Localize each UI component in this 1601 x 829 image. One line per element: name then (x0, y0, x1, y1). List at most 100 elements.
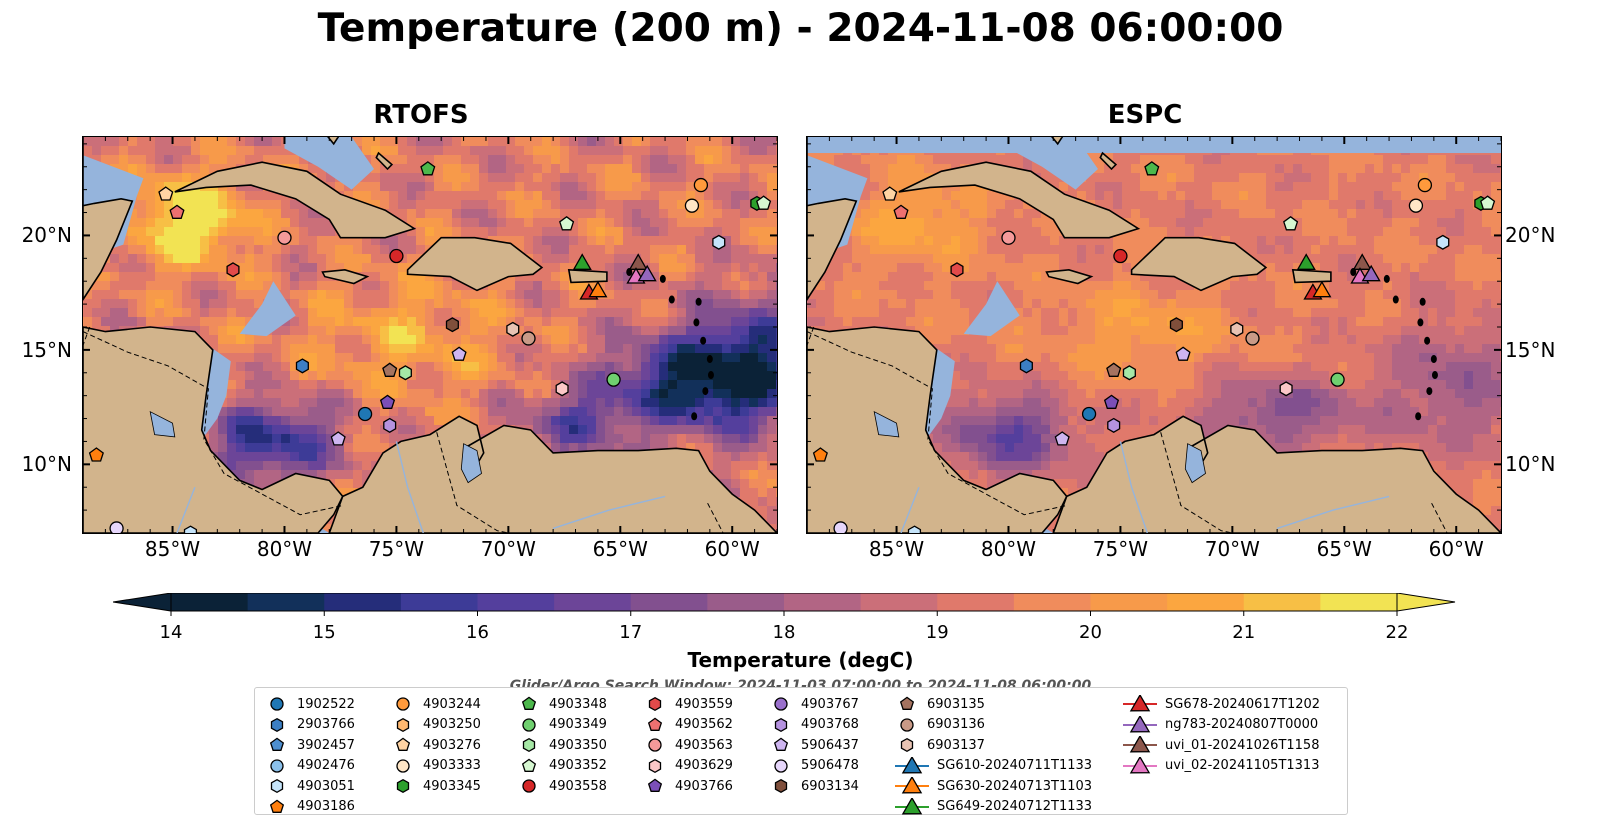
lon-tick-label: 65°W (592, 537, 648, 561)
platform-marker-6903137[interactable] (506, 321, 520, 337)
colorbar-tick-label: 17 (619, 622, 643, 643)
platform-marker-4903558[interactable] (389, 248, 404, 264)
legend-label: uvi_01-20241026T1158 (1165, 737, 1320, 753)
legend-marker-icon (647, 717, 663, 731)
island (659, 274, 666, 283)
colorbar-tick-label: 18 (772, 622, 796, 643)
legend-item: 6903135 (895, 694, 985, 714)
platform-marker-4903350[interactable] (1122, 365, 1136, 381)
lon-tick-label: 85°W (868, 537, 925, 561)
platform-marker-4903352[interactable] (1480, 195, 1496, 210)
legend-label: 4902476 (297, 758, 355, 773)
legend-label: 1902522 (297, 696, 355, 712)
platform-marker-4903276[interactable] (882, 186, 898, 201)
lake (1184, 443, 1206, 484)
platform-marker-SG630-20240713T1103[interactable] (1312, 280, 1332, 298)
platform-marker-4903186[interactable] (88, 447, 104, 462)
platform-marker-5906478[interactable] (833, 521, 848, 533)
platform-marker-4903352[interactable] (1283, 215, 1299, 231)
legend-marker-icon (899, 696, 915, 710)
legend-label: SG630-20240713T1103 (937, 778, 1093, 794)
platform-marker-ng783-20240807T0000[interactable] (637, 264, 657, 282)
espc-map[interactable] (806, 136, 1502, 534)
platform-marker-4903244[interactable] (1417, 177, 1433, 193)
platform-marker-4903766[interactable] (379, 394, 396, 409)
land-central (83, 137, 134, 301)
platform-marker-4903563[interactable] (277, 230, 292, 245)
platform-marker-5906437[interactable] (330, 431, 346, 446)
platform-marker-4903349[interactable] (1330, 372, 1345, 387)
platform-marker-uvi_01-20241026T1158[interactable] (1352, 253, 1372, 270)
platform-marker-1902522[interactable] (1081, 406, 1097, 422)
platform-marker-SG649-20240712T1133[interactable] (572, 253, 592, 270)
platform-marker-4903629[interactable] (555, 381, 569, 397)
platform-marker-4903051[interactable] (712, 234, 726, 250)
platform-marker-4903352[interactable] (559, 215, 575, 231)
island (700, 336, 707, 345)
platform-marker-6903137[interactable] (1230, 321, 1244, 337)
land-samerica (1052, 415, 1501, 533)
legend-marker-icon (901, 797, 923, 814)
platform-marker-4903352[interactable] (756, 195, 772, 210)
platform-marker-4903558[interactable] (1113, 248, 1128, 264)
island (695, 297, 702, 306)
platform-marker-4903051[interactable] (907, 525, 922, 533)
platform-marker-4903186[interactable] (812, 447, 828, 462)
platform-marker-4903766[interactable] (1103, 394, 1120, 409)
legend-marker-icon (270, 697, 284, 711)
platform-marker-uvi_01-20241026T1158[interactable] (628, 253, 648, 270)
platform-marker-4903563[interactable] (1001, 230, 1016, 245)
platform-marker-6903135[interactable] (1106, 362, 1122, 377)
lon-tick-label: 60°W (704, 537, 760, 561)
platform-marker-4903350[interactable] (398, 365, 412, 381)
legend-marker-icon (270, 717, 284, 732)
platform-marker-ng783-20240807T0000[interactable] (1361, 264, 1381, 282)
rtofs-map[interactable] (82, 136, 778, 534)
platform-marker-SG630-20240713T1103[interactable] (588, 280, 608, 298)
figure-title: Temperature (200 m) - 2024-11-08 06:00:0… (317, 6, 1284, 51)
platform-marker-6903135[interactable] (382, 362, 398, 377)
platform-marker-6903134[interactable] (445, 317, 459, 333)
land-jamaica (321, 268, 370, 285)
platform-marker-2903766[interactable] (1019, 358, 1033, 374)
platform-marker-5906478[interactable] (109, 521, 124, 533)
colorbar-segment (1167, 593, 1245, 611)
platform-marker-1902522[interactable] (357, 406, 373, 422)
legend-label: 6903136 (927, 717, 985, 732)
lon-tick-label: 85°W (144, 537, 201, 561)
platform-marker-4903559[interactable] (226, 262, 240, 278)
platform-marker-4903333[interactable] (684, 198, 700, 213)
legend-item: 6903134 (769, 776, 859, 796)
platform-marker-4903348[interactable] (420, 161, 436, 176)
platform-marker-4903348[interactable] (1144, 161, 1160, 176)
lat-tick-label: 20°N (1505, 223, 1556, 248)
platform-marker-5906437[interactable] (1175, 346, 1191, 361)
legend-item: 4903186 (265, 797, 355, 817)
platform-marker-2903766[interactable] (295, 358, 309, 374)
platform-marker-4903559[interactable] (950, 262, 964, 278)
platform-marker-4903768[interactable] (1107, 417, 1121, 433)
legend-marker-icon (648, 738, 662, 752)
platform-marker-6903136[interactable] (521, 331, 536, 346)
legend-item: 3902457 (265, 735, 355, 755)
platform-marker-4903349[interactable] (606, 372, 621, 387)
platform-marker-4903276[interactable] (158, 186, 174, 201)
platform-marker-4903051[interactable] (1436, 234, 1450, 250)
legend-label: SG649-20240712T1133 (937, 799, 1093, 814)
platform-marker-4903629[interactable] (1279, 381, 1293, 397)
platform-marker-4903244[interactable] (693, 177, 709, 193)
platform-marker-4903562[interactable] (169, 204, 185, 219)
legend-marker-icon (901, 777, 923, 794)
platform-marker-6903134[interactable] (1169, 317, 1183, 333)
colorbar-segment (477, 593, 555, 611)
platform-marker-5906437[interactable] (451, 346, 467, 361)
legend-item: 4903558 (517, 776, 607, 796)
platform-marker-5906437[interactable] (1054, 431, 1070, 446)
platform-marker-SG649-20240712T1133[interactable] (1296, 253, 1316, 270)
platform-marker-4903562[interactable] (893, 204, 909, 219)
colorbar-tick-label: 20 (1079, 622, 1102, 643)
platform-marker-4903333[interactable] (1408, 198, 1424, 213)
platform-marker-4903768[interactable] (383, 417, 397, 433)
platform-marker-4903051[interactable] (183, 525, 198, 533)
platform-marker-6903136[interactable] (1245, 331, 1260, 346)
